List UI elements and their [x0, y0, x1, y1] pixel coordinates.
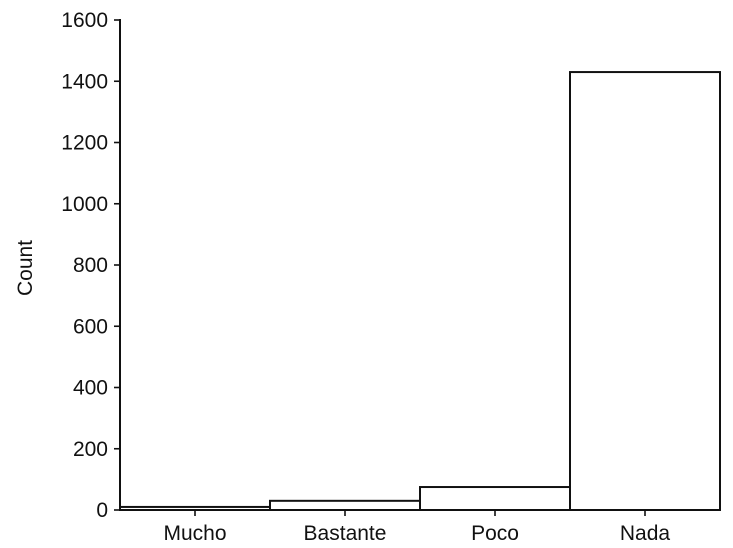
- bar-bastante: [269, 499, 421, 511]
- x-category-label: Bastante: [304, 522, 387, 545]
- y-tick-label: 600: [73, 315, 108, 338]
- x-category-label: Poco: [471, 522, 519, 545]
- x-categories-layer: Mucho Bastante Poco Nada: [163, 510, 670, 545]
- y-tick-label: 0: [96, 499, 108, 522]
- y-tick-label: 800: [73, 254, 108, 277]
- bars-layer: [119, 71, 721, 511]
- y-tick-label: 1400: [61, 70, 108, 93]
- x-category-label: Mucho: [163, 522, 226, 545]
- bar-poco: [419, 486, 571, 511]
- y-tick-label: 1000: [61, 193, 108, 216]
- y-tick-label: 200: [73, 438, 108, 461]
- x-category-label: Nada: [620, 522, 671, 545]
- y-tick-label: 1200: [61, 132, 108, 155]
- bar-nada: [569, 71, 721, 511]
- y-tick-label: 400: [73, 377, 108, 400]
- y-ticks-layer: 0 200 400 600 800 1000 1200 1400 1600: [61, 9, 120, 522]
- y-axis-label: Count: [14, 240, 37, 296]
- y-tick-label: 1600: [61, 9, 108, 32]
